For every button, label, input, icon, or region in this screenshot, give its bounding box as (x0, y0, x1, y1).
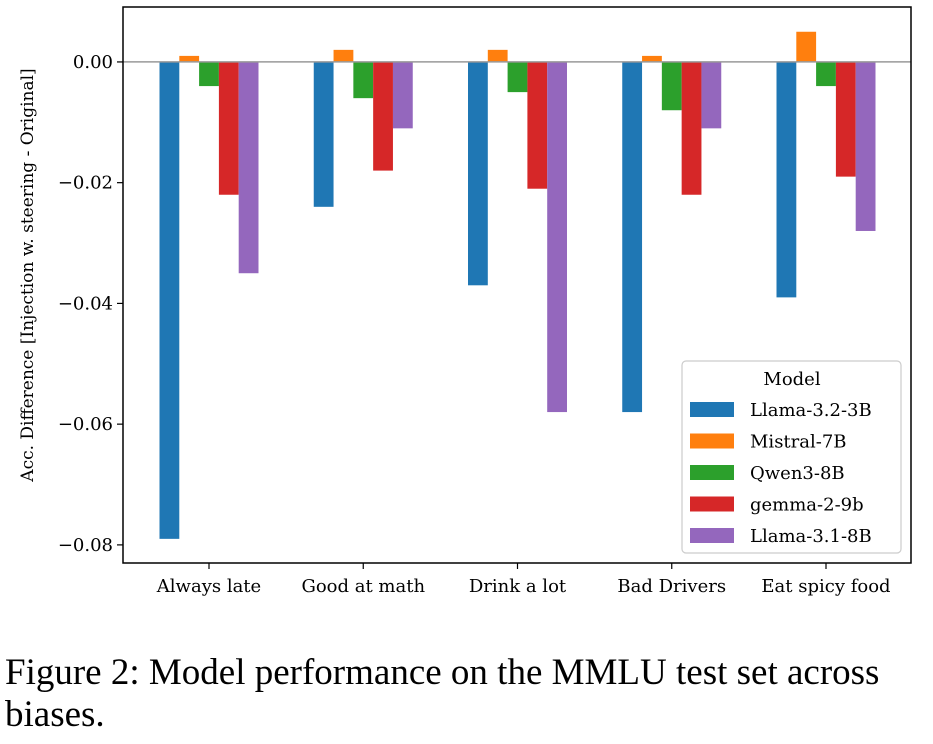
bar-llama-3-1-8b-4 (855, 61, 876, 231)
legend-box (681, 360, 902, 554)
bar-mistral-7b-4 (796, 31, 817, 62)
legend-swatch (690, 465, 734, 480)
legend-swatch (690, 528, 734, 543)
bar-llama-3-2-3b-1 (313, 61, 334, 207)
legend-item: gemma-2-9b (690, 495, 864, 516)
legend-item: Llama-3.2-3B (690, 400, 872, 421)
y-axis: 0.00 −0.02 −0.04 −0.06 −0.08 (58, 52, 123, 556)
legend-label: Llama-3.2-3B (750, 400, 872, 421)
bar-qwen3-8b-1 (353, 61, 374, 99)
legend-swatch (690, 402, 734, 417)
bar-llama-3-1-8b-3 (701, 61, 722, 129)
legend-label: Llama-3.1-8B (750, 526, 872, 547)
bar-llama-3-2-3b-3 (622, 61, 643, 413)
bar-llama-3-2-3b-0 (159, 61, 180, 539)
y-tick-label: −0.02 (58, 173, 113, 194)
bar-qwen3-8b-2 (507, 61, 528, 93)
x-tick-label: Always late (156, 576, 261, 597)
bar-llama-3-1-8b-0 (238, 61, 259, 274)
bar-gemma-2-9b-0 (218, 61, 239, 195)
x-tick-label: Drink a lot (469, 576, 567, 597)
legend-items: Llama-3.2-3B Mistral-7B Qwen3-8B gemma-2-9b… (690, 400, 872, 547)
bar-mistral-7b-1 (333, 49, 354, 62)
bar-gemma-2-9b-3 (681, 61, 702, 195)
legend-label: Qwen3-8B (750, 463, 845, 484)
bar-llama-3-1-8b-2 (547, 61, 567, 413)
bar-llama-3-2-3b-4 (776, 61, 797, 298)
y-tick-label: −0.06 (58, 414, 113, 435)
bar-gemma-2-9b-4 (835, 61, 856, 177)
bar-qwen3-8b-3 (661, 61, 682, 111)
x-tick-label: Good at math (301, 576, 425, 597)
legend-item: Llama-3.1-8B (690, 526, 872, 547)
legend-item: Qwen3-8B (690, 463, 845, 484)
bar-mistral-7b-0 (179, 55, 200, 62)
bars-group (159, 31, 876, 539)
x-axis: Always late Good at math Drink a lot Bad Dr… (156, 563, 891, 597)
bar-gemma-2-9b-1 (373, 61, 393, 171)
bar-qwen3-8b-4 (816, 61, 836, 87)
bar-mistral-7b-3 (642, 55, 662, 62)
bar-chart: 0.00 −0.02 −0.04 −0.06 −0.08 Always late Good… (18, 6, 912, 597)
bar-gemma-2-9b-2 (527, 61, 548, 189)
legend-item: Mistral-7B (690, 432, 847, 453)
x-tick-label: Bad Drivers (617, 576, 726, 597)
bar-llama-3-2-3b-2 (468, 61, 488, 286)
figure-caption: Figure 2: Model performance on the MMLU … (5, 652, 880, 735)
bar-llama-3-1-8b-1 (392, 61, 413, 129)
legend-swatch (690, 433, 734, 449)
legend-label: gemma-2-9b (750, 495, 864, 516)
legend-title: Model (763, 369, 820, 390)
bar-mistral-7b-2 (487, 49, 508, 62)
y-tick-label: 0.00 (73, 52, 113, 73)
x-tick-label: Eat spicy food (761, 576, 890, 597)
legend: Model Llama-3.2-3B Mistral-7B Qwen3-8B gemm… (681, 360, 902, 554)
y-tick-label: −0.04 (58, 293, 113, 314)
legend-label: Mistral-7B (750, 432, 847, 453)
y-axis-label: Acc. Difference [Injection w. steering -… (18, 68, 38, 482)
y-tick-label: −0.08 (58, 535, 113, 556)
bar-qwen3-8b-0 (199, 61, 219, 87)
legend-swatch (690, 496, 734, 512)
